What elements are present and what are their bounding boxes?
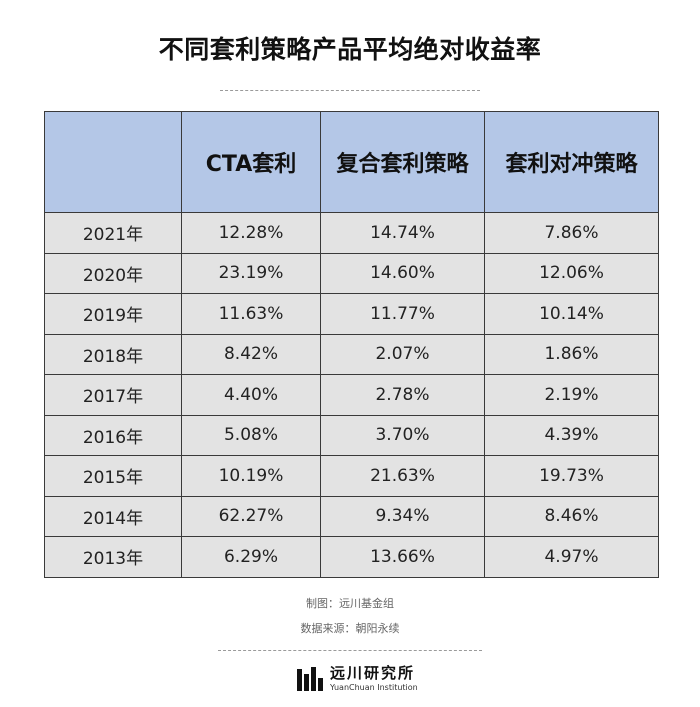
- hedge-value-cell: 10.14%: [484, 293, 659, 335]
- table-row: 2014年 62.27% 9.34% 8.46%: [44, 495, 659, 537]
- table-row: 2013年 6.29% 13.66% 4.97%: [44, 536, 659, 578]
- table-row: 2021年 12.28% 14.74% 7.86%: [44, 212, 659, 254]
- returns-table: CTA套利 复合套利策略 套利对冲策略 2021年 12.28% 14.74% …: [44, 111, 659, 578]
- composite-value-cell: 2.07%: [320, 333, 485, 375]
- year-cell: 2019年: [44, 293, 182, 335]
- composite-value-cell: 21.63%: [320, 455, 485, 497]
- yuanchuan-logo-icon: [296, 666, 324, 692]
- header-cell-hedge: 套利对冲策略: [484, 111, 659, 213]
- page-title: 不同套利策略产品平均绝对收益率: [158, 35, 542, 64]
- hedge-value-cell: 1.86%: [484, 333, 659, 375]
- year-cell: 2020年: [44, 252, 182, 294]
- year-cell: 2021年: [44, 212, 182, 254]
- composite-value-cell: 2.78%: [320, 374, 485, 416]
- cta-value-cell: 11.63%: [181, 293, 321, 335]
- header-cell-composite: 复合套利策略: [320, 111, 485, 213]
- cta-value-cell: 62.27%: [181, 495, 321, 537]
- year-cell: 2015年: [44, 455, 182, 497]
- header-cell-cta: CTA套利: [181, 111, 321, 213]
- header-cell-corner: [44, 111, 182, 213]
- brand-logo: 远川研究所 YuanChuan Institution: [296, 664, 418, 694]
- hedge-value-cell: 4.39%: [484, 414, 659, 456]
- hedge-value-cell: 12.06%: [484, 252, 659, 294]
- composite-value-cell: 11.77%: [320, 293, 485, 335]
- table-header-row: CTA套利 复合套利策略 套利对冲策略: [44, 111, 659, 213]
- cta-value-cell: 5.08%: [181, 414, 321, 456]
- title-divider: [220, 90, 480, 91]
- year-cell: 2016年: [44, 414, 182, 456]
- cta-value-cell: 10.19%: [181, 455, 321, 497]
- year-cell: 2017年: [44, 374, 182, 416]
- composite-value-cell: 14.74%: [320, 212, 485, 254]
- cta-value-cell: 6.29%: [181, 536, 321, 578]
- cta-value-cell: 12.28%: [181, 212, 321, 254]
- hedge-value-cell: 19.73%: [484, 455, 659, 497]
- table-row: 2018年 8.42% 2.07% 1.86%: [44, 333, 659, 375]
- data-source-note: 数据来源：朝阳永续: [300, 622, 400, 635]
- footer-divider: [218, 650, 482, 651]
- year-cell: 2013年: [44, 536, 182, 578]
- hedge-value-cell: 4.97%: [484, 536, 659, 578]
- logo-name-cn: 远川研究所: [330, 664, 416, 682]
- table-row: 2015年 10.19% 21.63% 19.73%: [44, 455, 659, 497]
- table-row: 2019年 11.63% 11.77% 10.14%: [44, 293, 659, 335]
- composite-value-cell: 3.70%: [320, 414, 485, 456]
- cta-value-cell: 4.40%: [181, 374, 321, 416]
- year-cell: 2014年: [44, 495, 182, 537]
- chart-credit: 制图：远川基金组: [306, 597, 394, 610]
- cta-value-cell: 8.42%: [181, 333, 321, 375]
- hedge-value-cell: 8.46%: [484, 495, 659, 537]
- hedge-value-cell: 2.19%: [484, 374, 659, 416]
- composite-value-cell: 9.34%: [320, 495, 485, 537]
- cta-value-cell: 23.19%: [181, 252, 321, 294]
- logo-name-en: YuanChuan Institution: [330, 683, 418, 692]
- table-row: 2016年 5.08% 3.70% 4.39%: [44, 414, 659, 456]
- table-row: 2017年 4.40% 2.78% 2.19%: [44, 374, 659, 416]
- table-row: 2020年 23.19% 14.60% 12.06%: [44, 252, 659, 294]
- composite-value-cell: 14.60%: [320, 252, 485, 294]
- hedge-value-cell: 7.86%: [484, 212, 659, 254]
- year-cell: 2018年: [44, 333, 182, 375]
- composite-value-cell: 13.66%: [320, 536, 485, 578]
